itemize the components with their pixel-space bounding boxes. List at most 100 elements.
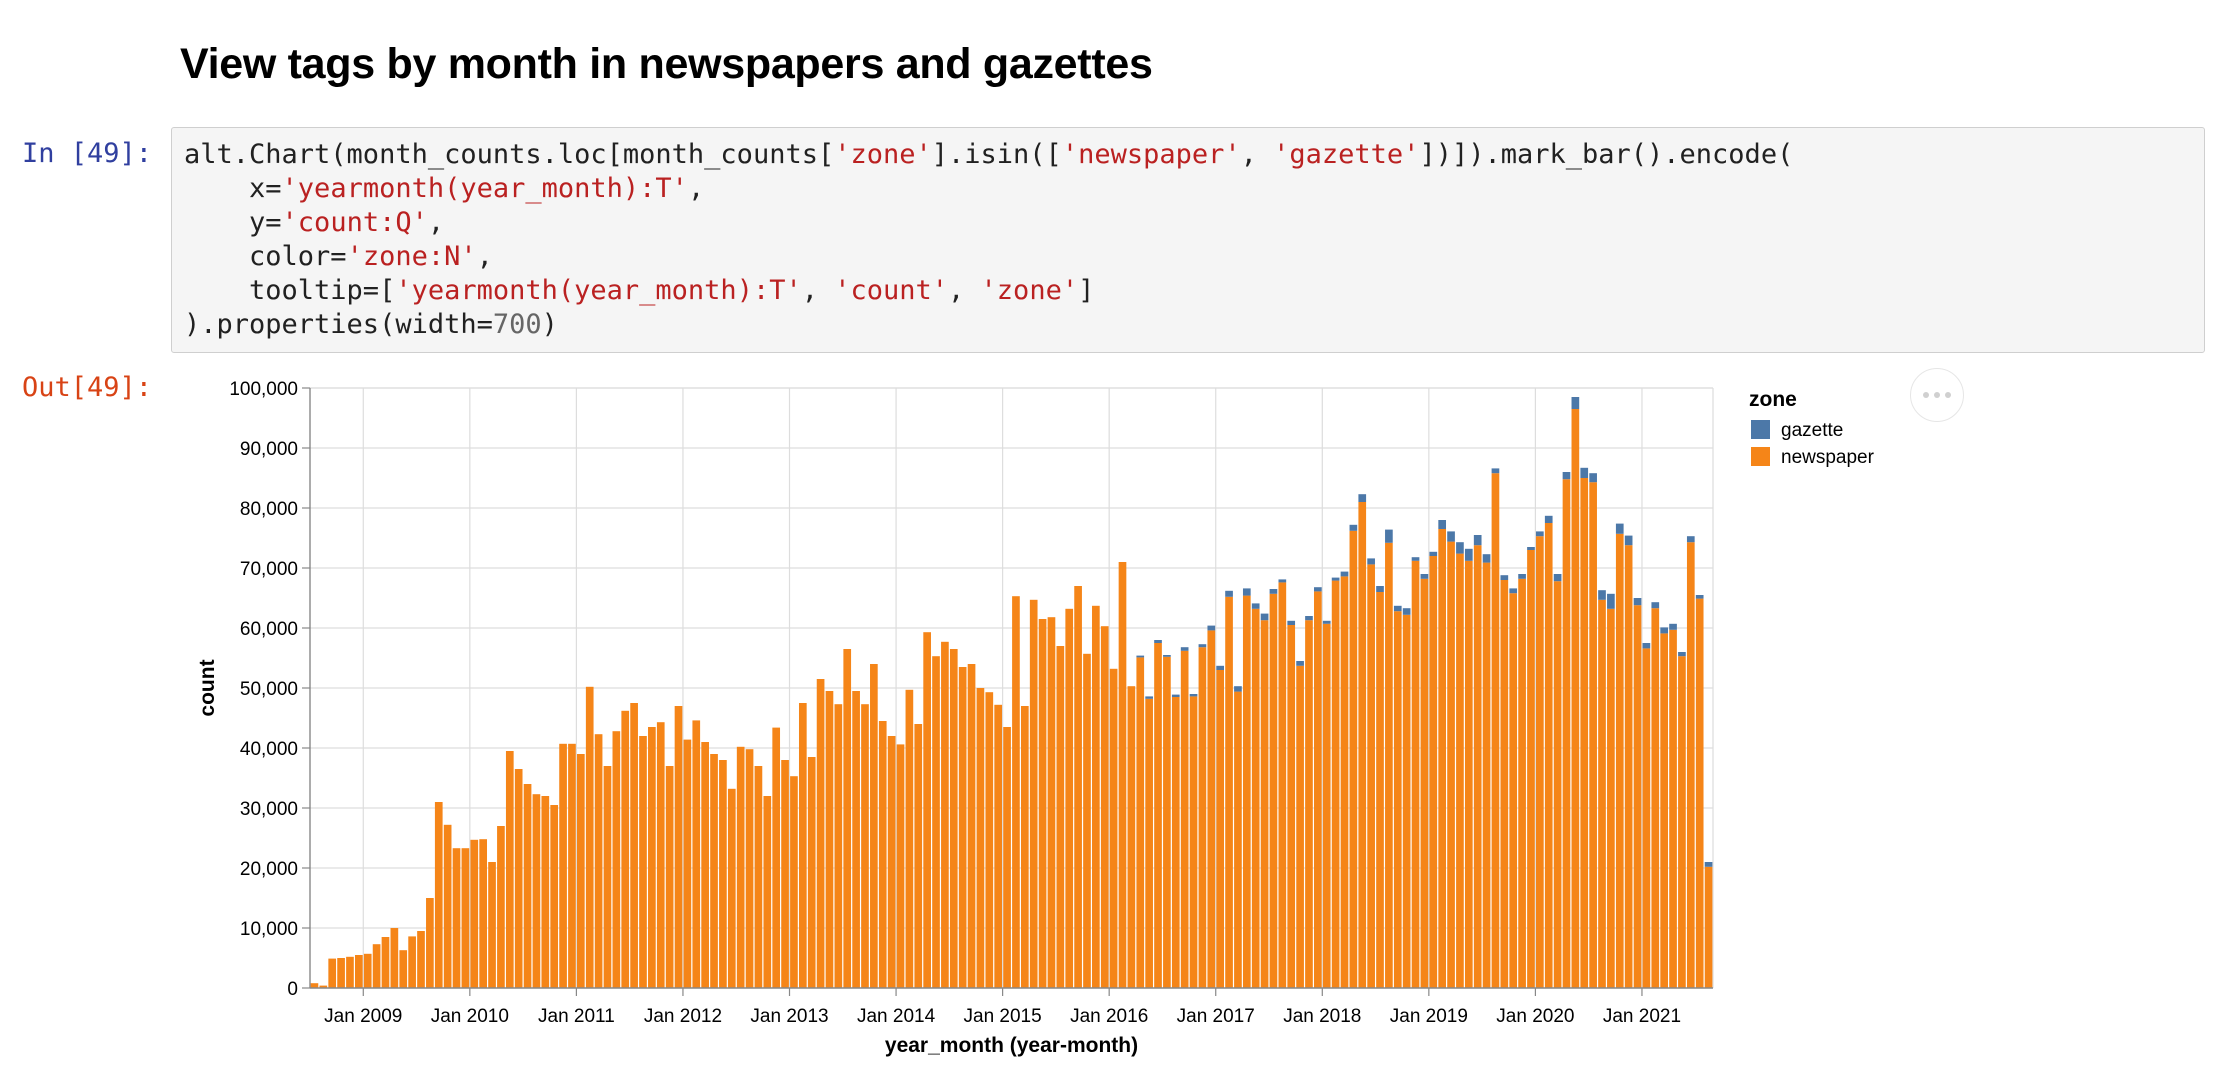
y-tick-label: 30,000 <box>240 799 298 820</box>
bar-gazette <box>1393 605 1402 612</box>
bar-newspaper <box>603 766 612 988</box>
bar-newspaper <box>1678 656 1686 988</box>
bar-newspaper <box>1038 619 1047 988</box>
bar-newspaper <box>594 734 603 988</box>
bar-newspaper <box>958 667 967 988</box>
bar-newspaper <box>1260 620 1269 988</box>
bar-gazette <box>1163 655 1171 657</box>
bar-newspaper <box>1198 647 1207 988</box>
bar-gazette <box>1704 862 1713 867</box>
bar-newspaper <box>550 805 559 988</box>
bar-gazette <box>1242 588 1251 596</box>
bar-newspaper <box>1482 562 1491 988</box>
bar-newspaper <box>1633 605 1642 988</box>
bar-newspaper <box>1456 553 1464 988</box>
more-dots-icon <box>1923 392 1929 398</box>
bar-newspaper <box>1012 596 1020 988</box>
bar-gazette <box>1180 647 1189 651</box>
bar-newspaper <box>1314 591 1322 988</box>
legend-swatch-newspaper <box>1751 447 1770 466</box>
bar-gazette <box>1358 494 1367 502</box>
bar-newspaper <box>665 766 674 988</box>
bar-gazette <box>1429 551 1438 556</box>
bar-newspaper <box>1509 593 1518 988</box>
bar-newspaper <box>1695 598 1704 988</box>
y-tick-label: 70,000 <box>240 559 298 580</box>
bar-gazette <box>1189 694 1198 697</box>
bar-newspaper <box>452 848 461 988</box>
bar-newspaper <box>1029 599 1038 988</box>
bar-newspaper <box>1438 529 1447 988</box>
bar-newspaper <box>1500 580 1509 988</box>
y-tick-label: 90,000 <box>240 439 298 460</box>
bar-newspaper <box>861 704 869 988</box>
bar-gazette <box>1207 625 1216 631</box>
bar-newspaper <box>1154 643 1162 988</box>
bar-newspaper <box>363 953 372 988</box>
bar-newspaper <box>1074 586 1082 988</box>
code-cell[interactable]: alt.Chart(month_counts.loc[month_counts[… <box>171 127 2205 353</box>
bar-gazette <box>1562 472 1571 480</box>
bar-newspaper <box>337 958 345 988</box>
bar-newspaper <box>372 944 381 988</box>
legend-swatch-gazette <box>1751 420 1770 439</box>
legend-label-newspaper: newspaper <box>1781 447 1875 468</box>
bar-newspaper <box>1349 530 1358 988</box>
bar-newspaper <box>390 928 399 988</box>
bar-newspaper <box>807 757 816 988</box>
bar-gazette <box>1678 652 1686 657</box>
bar-newspaper <box>434 802 443 988</box>
bar-newspaper <box>914 724 923 988</box>
y-tick-label: 50,000 <box>240 679 298 700</box>
bar-gazette <box>1491 468 1500 474</box>
code-text[interactable]: alt.Chart(month_counts.loc[month_counts[… <box>184 139 1794 340</box>
bar-gazette <box>1340 571 1349 577</box>
bar-newspaper <box>798 703 807 988</box>
bar-gazette <box>1642 643 1651 649</box>
bar-newspaper <box>408 936 416 988</box>
bar-newspaper <box>1660 633 1669 988</box>
bar-newspaper <box>1598 599 1606 988</box>
bar-gazette <box>1456 542 1464 554</box>
bar-newspaper <box>488 862 496 988</box>
bar-newspaper <box>790 776 798 988</box>
bar-newspaper <box>1207 630 1216 988</box>
bar-newspaper <box>417 931 425 988</box>
bar-newspaper <box>1331 580 1340 988</box>
bar-newspaper <box>1340 576 1349 988</box>
bar-gazette <box>1296 661 1304 666</box>
bar-newspaper <box>1607 608 1615 988</box>
y-tick-label: 60,000 <box>240 619 298 640</box>
bar-newspaper <box>843 649 852 988</box>
bar-newspaper <box>781 760 789 988</box>
bar-newspaper <box>1544 523 1553 988</box>
bar-newspaper <box>461 848 470 988</box>
bar-newspaper <box>1536 536 1544 988</box>
bar-newspaper <box>727 788 736 988</box>
bar-newspaper <box>1411 560 1420 988</box>
bar-newspaper <box>1385 542 1393 988</box>
bar-newspaper <box>559 743 567 988</box>
bar-newspaper <box>1020 706 1029 988</box>
bar-newspaper <box>692 720 701 988</box>
bar-newspaper <box>825 691 834 988</box>
bar-gazette <box>1420 574 1429 579</box>
bar-newspaper <box>346 956 354 988</box>
x-tick-label: Jan 2013 <box>750 1006 828 1027</box>
bar-gazette <box>1553 574 1562 582</box>
bar-newspaper <box>1553 581 1562 988</box>
bar-gazette <box>1136 655 1145 658</box>
bar-newspaper <box>932 656 940 988</box>
chart-actions-button[interactable] <box>1910 368 1964 422</box>
bar-newspaper <box>1189 696 1198 988</box>
bar-newspaper <box>1171 697 1180 988</box>
bar-gazette <box>1411 557 1420 561</box>
bar-newspaper <box>399 950 408 988</box>
bar-newspaper <box>523 784 532 988</box>
y-tick-label: 40,000 <box>240 739 298 760</box>
bar-newspaper <box>1367 564 1375 988</box>
bar-gazette <box>1686 536 1695 543</box>
bar-gazette <box>1331 577 1340 581</box>
bar-gazette <box>1482 554 1491 563</box>
